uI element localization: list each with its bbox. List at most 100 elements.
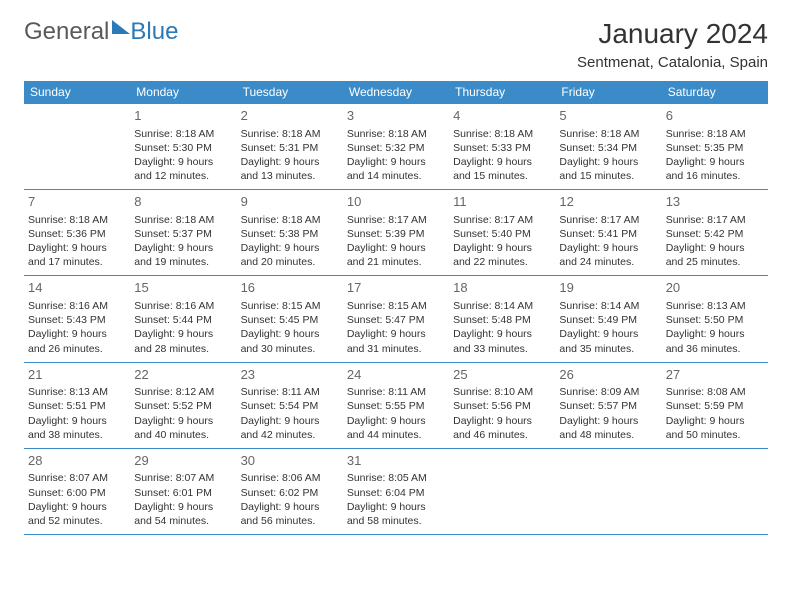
daylight-line: Daylight: 9 hours and 14 minutes. bbox=[347, 155, 445, 183]
sunset-line: Sunset: 5:51 PM bbox=[28, 399, 126, 413]
calendar-day-cell: 31Sunrise: 8:05 AMSunset: 6:04 PMDayligh… bbox=[343, 448, 449, 534]
sunrise-line: Sunrise: 8:18 AM bbox=[347, 127, 445, 141]
day-number: 16 bbox=[241, 279, 339, 297]
day-number: 1 bbox=[134, 107, 232, 125]
day-number: 3 bbox=[347, 107, 445, 125]
sunset-line: Sunset: 5:38 PM bbox=[241, 227, 339, 241]
daylight-line: Daylight: 9 hours and 20 minutes. bbox=[241, 241, 339, 269]
calendar-day-cell: 27Sunrise: 8:08 AMSunset: 5:59 PMDayligh… bbox=[662, 362, 768, 448]
day-number: 13 bbox=[666, 193, 764, 211]
sunset-line: Sunset: 5:39 PM bbox=[347, 227, 445, 241]
weekday-header: Friday bbox=[555, 81, 661, 104]
daylight-line: Daylight: 9 hours and 46 minutes. bbox=[453, 414, 551, 442]
day-number: 4 bbox=[453, 107, 551, 125]
calendar-day-cell: 11Sunrise: 8:17 AMSunset: 5:40 PMDayligh… bbox=[449, 190, 555, 276]
day-number: 26 bbox=[559, 366, 657, 384]
calendar-day-cell: 21Sunrise: 8:13 AMSunset: 5:51 PMDayligh… bbox=[24, 362, 130, 448]
sunrise-line: Sunrise: 8:15 AM bbox=[241, 299, 339, 313]
month-title: January 2024 bbox=[577, 18, 768, 50]
sunrise-line: Sunrise: 8:06 AM bbox=[241, 471, 339, 485]
daylight-line: Daylight: 9 hours and 26 minutes. bbox=[28, 327, 126, 355]
daylight-line: Daylight: 9 hours and 58 minutes. bbox=[347, 500, 445, 528]
header: General Blue January 2024 Sentmenat, Cat… bbox=[24, 18, 768, 71]
sunset-line: Sunset: 6:02 PM bbox=[241, 486, 339, 500]
calendar-day-cell: 4Sunrise: 8:18 AMSunset: 5:33 PMDaylight… bbox=[449, 104, 555, 190]
calendar-day-cell: 29Sunrise: 8:07 AMSunset: 6:01 PMDayligh… bbox=[130, 448, 236, 534]
calendar-day-cell: 16Sunrise: 8:15 AMSunset: 5:45 PMDayligh… bbox=[237, 276, 343, 362]
calendar-day-cell bbox=[662, 448, 768, 534]
day-number: 15 bbox=[134, 279, 232, 297]
sunrise-line: Sunrise: 8:11 AM bbox=[347, 385, 445, 399]
day-number: 7 bbox=[28, 193, 126, 211]
sunset-line: Sunset: 5:30 PM bbox=[134, 141, 232, 155]
daylight-line: Daylight: 9 hours and 54 minutes. bbox=[134, 500, 232, 528]
sunset-line: Sunset: 5:56 PM bbox=[453, 399, 551, 413]
calendar-day-cell: 19Sunrise: 8:14 AMSunset: 5:49 PMDayligh… bbox=[555, 276, 661, 362]
calendar-day-cell: 9 Sunrise: 8:18 AMSunset: 5:38 PMDaylight… bbox=[237, 190, 343, 276]
sunrise-line: Sunrise: 8:10 AM bbox=[453, 385, 551, 399]
calendar-body: 1 Sunrise: 8:18 AM Sunset: 5:30 PM Daylight… bbox=[24, 104, 768, 535]
day-number: 21 bbox=[28, 366, 126, 384]
sunset-line: Sunset: 6:01 PM bbox=[134, 486, 232, 500]
weekday-header: Monday bbox=[130, 81, 236, 104]
weekday-header: Thursday bbox=[449, 81, 555, 104]
sunset-line: Sunset: 5:33 PM bbox=[453, 141, 551, 155]
daylight-line: Daylight: 9 hours and 16 minutes. bbox=[666, 155, 764, 183]
calendar-day-cell: 20 Sunrise: 8:13 AMSunset: 5:50 PMDayligh… bbox=[662, 276, 768, 362]
calendar-day-cell: 25Sunrise: 8:10 AMSunset: 5:56 PMDayligh… bbox=[449, 362, 555, 448]
day-number: 14 bbox=[28, 279, 126, 297]
sunset-line: Sunset: 5:43 PM bbox=[28, 313, 126, 327]
title-block: January 2024 Sentmenat, Catalonia, Spain bbox=[577, 18, 768, 71]
day-number: 8 bbox=[134, 193, 232, 211]
location: Sentmenat, Catalonia, Spain bbox=[577, 54, 768, 71]
calendar-day-cell: 5Sunrise: 8:18 AMSunset: 5:34 PMDaylight… bbox=[555, 104, 661, 190]
daylight-line: Daylight: 9 hours and 25 minutes. bbox=[666, 241, 764, 269]
daylight-line: Daylight: 9 hours and 40 minutes. bbox=[134, 414, 232, 442]
day-number: 29 bbox=[134, 452, 232, 470]
calendar-day-cell: 15Sunrise: 8:16 AMSunset: 5:44 PMDayligh… bbox=[130, 276, 236, 362]
day-number: 20 bbox=[666, 279, 764, 297]
sunrise-line: Sunrise: 8:13 AM bbox=[666, 299, 764, 313]
calendar-day-cell: 1Sunrise: 8:18 AMSunset: 5:30 PMDaylight… bbox=[130, 104, 236, 190]
sunset-line: Sunset: 5:31 PM bbox=[241, 141, 339, 155]
sunrise-line: Sunrise: 8:12 AM bbox=[134, 385, 232, 399]
daylight-line: Daylight: 9 hours and 15 minutes. bbox=[559, 155, 657, 183]
day-number: 19 bbox=[559, 279, 657, 297]
daylight-line: Daylight: 9 hours and 33 minutes. bbox=[453, 327, 551, 355]
sunset-line: Sunset: 5:50 PM bbox=[666, 313, 764, 327]
sunset-line: Sunset: 5:59 PM bbox=[666, 399, 764, 413]
daylight-line: Daylight: 9 hours and 31 minutes. bbox=[347, 327, 445, 355]
day-number: 25 bbox=[453, 366, 551, 384]
sunrise-line: Sunrise: 8:17 AM bbox=[559, 213, 657, 227]
calendar-day-cell: 22Sunrise: 8:12 AMSunset: 5:52 PMDayligh… bbox=[130, 362, 236, 448]
calendar-day-cell: 2Sunrise: 8:18 AMSunset: 5:31 PMDaylight… bbox=[237, 104, 343, 190]
day-number: 23 bbox=[241, 366, 339, 384]
sunset-line: Sunset: 5:34 PM bbox=[559, 141, 657, 155]
sunrise-line: Sunrise: 8:17 AM bbox=[666, 213, 764, 227]
sunset-line: Sunset: 5:41 PM bbox=[559, 227, 657, 241]
sunrise-line: Sunrise: 8:18 AM bbox=[241, 127, 339, 141]
weekday-header-row: Sunday Monday Tuesday Wednesday Thursday… bbox=[24, 81, 768, 104]
logo-text-blue: Blue bbox=[130, 18, 178, 46]
day-number: 9 bbox=[241, 193, 339, 211]
sunset-line: Sunset: 6:00 PM bbox=[28, 486, 126, 500]
sunrise-line: Sunrise: 8:18 AM bbox=[241, 213, 339, 227]
sunset-line: Sunset: 6:04 PM bbox=[347, 486, 445, 500]
sunset-line: Sunset: 5:55 PM bbox=[347, 399, 445, 413]
calendar-day-cell bbox=[449, 448, 555, 534]
calendar-week-row: 21Sunrise: 8:13 AMSunset: 5:51 PMDayligh… bbox=[24, 362, 768, 448]
sunrise-line: Sunrise: 8:17 AM bbox=[347, 213, 445, 227]
sunrise-line: Sunrise: 8:11 AM bbox=[241, 385, 339, 399]
sunrise-line: Sunrise: 8:07 AM bbox=[28, 471, 126, 485]
daylight-line: Daylight: 9 hours and 17 minutes. bbox=[28, 241, 126, 269]
calendar-day-cell bbox=[555, 448, 661, 534]
sunset-line: Sunset: 5:32 PM bbox=[347, 141, 445, 155]
daylight-line: Daylight: 9 hours and 36 minutes. bbox=[666, 327, 764, 355]
sunset-line: Sunset: 5:36 PM bbox=[28, 227, 126, 241]
day-number: 6 bbox=[666, 107, 764, 125]
daylight-line: Daylight: 9 hours and 50 minutes. bbox=[666, 414, 764, 442]
sunrise-line: Sunrise: 8:18 AM bbox=[134, 213, 232, 227]
sunset-line: Sunset: 5:57 PM bbox=[559, 399, 657, 413]
sunset-line: Sunset: 5:48 PM bbox=[453, 313, 551, 327]
weekday-header: Sunday bbox=[24, 81, 130, 104]
